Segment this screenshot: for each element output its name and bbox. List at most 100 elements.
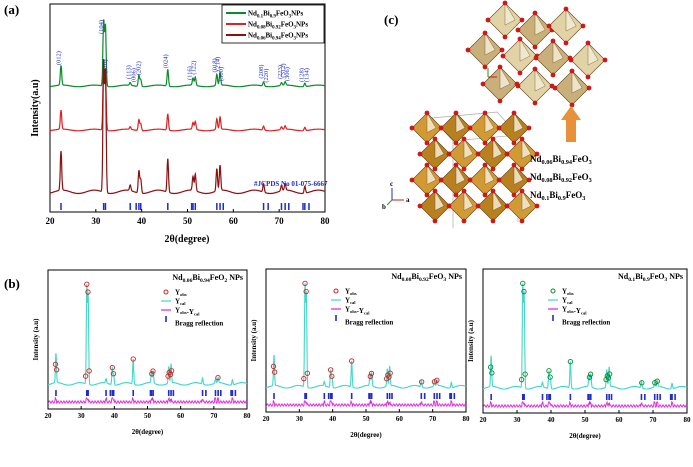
panel-label-b: (b) xyxy=(4,276,20,291)
legend-yobs-marker xyxy=(333,288,339,294)
hkl-label: (024) xyxy=(162,54,169,68)
axis-label-b: b xyxy=(382,203,386,211)
oxygen-atom xyxy=(585,74,591,80)
x-tick-label: 20 xyxy=(263,415,271,423)
oxygen-atom xyxy=(461,188,467,194)
difference-curve xyxy=(265,399,467,408)
oxygen-atom xyxy=(497,98,503,104)
x-tick-label: 30 xyxy=(78,412,86,420)
legend-text: Y xyxy=(175,289,180,297)
legend-label: Ycal xyxy=(175,298,186,307)
oxygen-atom xyxy=(461,166,467,172)
legend-subscript: obs xyxy=(350,291,357,296)
legend-label: Ycal xyxy=(345,297,356,306)
octahedron-highlight xyxy=(463,190,474,211)
yobs-point xyxy=(52,361,59,367)
oxygen-atom xyxy=(453,162,459,168)
oxygen-atom xyxy=(499,47,505,53)
yobs-point xyxy=(521,288,527,295)
panel-b3: Nd0.1Bi0.9FeO3 NPsYobsYcalYobs-YcalBragg… xyxy=(467,268,691,440)
top-octahedron xyxy=(533,38,573,78)
legend-text: Y xyxy=(345,297,350,305)
oxygen-atom xyxy=(532,100,538,106)
legend-label: Yobs-Ycal xyxy=(562,306,587,316)
oxygen-atom xyxy=(580,23,586,29)
formula-text: FeO xyxy=(429,272,444,281)
chart-title: Nd0.06Bi0.94FeO2 NPs xyxy=(172,273,243,284)
formula-subscript: 0.06 xyxy=(542,159,553,166)
oxygen-atom xyxy=(432,166,438,172)
formula-text: Nd xyxy=(248,32,257,40)
formula-text: Bi xyxy=(549,190,558,200)
oxygen-atom xyxy=(519,166,525,172)
oxygen-atom xyxy=(563,40,569,46)
oxygen-atom xyxy=(515,27,521,33)
formula-text: FeO xyxy=(650,272,665,281)
oxygen-atom xyxy=(480,81,486,87)
oxygen-atom xyxy=(568,57,574,63)
oxygen-atom xyxy=(482,110,488,116)
yobs-point xyxy=(489,370,495,376)
octahedron-highlight xyxy=(534,12,546,36)
yobs-point xyxy=(520,280,526,287)
yobs-point xyxy=(84,281,90,287)
formula-subscript: 0.94 xyxy=(561,159,573,166)
axis-label-c: c xyxy=(390,180,393,188)
x-tick-label: 60 xyxy=(396,415,404,423)
formula-subscript: 0.94 xyxy=(272,37,281,42)
oxygen-atom xyxy=(526,177,532,183)
oxygen-atom xyxy=(453,192,459,198)
formula-text: Bi xyxy=(553,172,562,182)
xrd-curve-1 xyxy=(50,19,325,88)
x-tick-label: 50 xyxy=(582,416,590,424)
formula-subscript: 0.92 xyxy=(272,26,281,31)
legend-text: -Y xyxy=(574,307,581,315)
oxygen-atom xyxy=(453,110,459,116)
top-octahedron xyxy=(465,30,505,70)
oxygen-atom xyxy=(550,72,556,78)
legend-text: Y xyxy=(345,306,350,314)
oxygen-atom xyxy=(490,136,496,142)
panel-a: (a) (012) (104) (110) (113)(006)(202) (024) (1… xyxy=(4,2,330,245)
oxygen-atom xyxy=(504,203,510,209)
oxygen-atom xyxy=(496,125,502,131)
formula-text: NPs xyxy=(291,10,303,18)
octahedron-highlight xyxy=(463,138,474,159)
legend-a: Nd0.1Bi0.9FeO3NPsNd0.08Bi0.92FeO3NPsNd0.… xyxy=(221,4,325,44)
hkl-label: (202) xyxy=(136,61,143,75)
hkl-label: (220) xyxy=(263,69,270,83)
formula-subscript: 2 xyxy=(224,278,227,284)
top-octahedron xyxy=(480,64,520,104)
legend-subscript: cal xyxy=(581,311,587,316)
formula-text: Nd xyxy=(530,154,542,164)
x-tick-label: 80 xyxy=(244,412,252,420)
oxygen-atom xyxy=(467,177,473,183)
cell-octahedron xyxy=(504,188,540,224)
legend-label: Bragg reflection xyxy=(345,319,393,327)
cell-octahedron xyxy=(504,136,540,172)
x-tick-label: 40 xyxy=(137,216,147,226)
oxygen-atom xyxy=(482,30,488,36)
formula-subscript: 0.1 xyxy=(257,15,264,20)
formula-text: Bi xyxy=(411,272,419,281)
composition-label: Nd0.1Bi0.9FeO3 xyxy=(530,190,585,202)
x-axis-label: 2θ(degree) xyxy=(350,431,382,439)
oxygen-atom xyxy=(515,83,521,89)
oxygen-atom xyxy=(475,203,481,209)
x-tick-label: 50 xyxy=(183,216,193,226)
formula-text: FeO xyxy=(281,32,294,40)
oxygen-atom xyxy=(417,203,423,209)
oxygen-atom xyxy=(409,125,415,131)
x-axis-label: 2θ(degree) xyxy=(132,428,164,436)
legend-text: Y xyxy=(345,288,350,296)
oxygen-atom xyxy=(497,64,503,70)
legend-subscript: cal xyxy=(364,311,370,316)
oxygen-atom xyxy=(482,162,488,168)
cell-octahedron xyxy=(467,110,503,146)
oxygen-atom xyxy=(424,162,430,168)
composition-label: Nd0.06Bi0.94FeO3 xyxy=(530,154,592,166)
yobs-point xyxy=(387,370,393,376)
formula-text: Bi xyxy=(192,273,200,282)
yobs-point xyxy=(349,358,355,364)
